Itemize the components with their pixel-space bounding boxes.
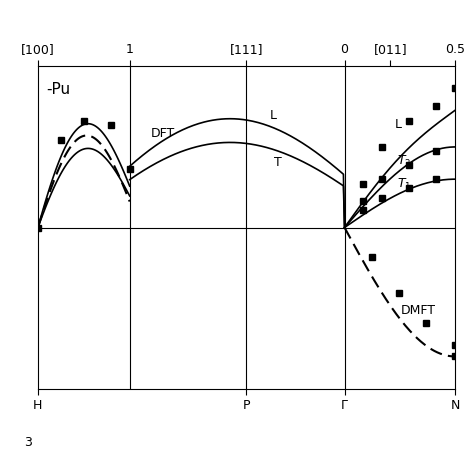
Text: DFT: DFT [151,127,175,140]
Text: L: L [270,109,277,122]
Text: DMFT: DMFT [401,304,436,317]
Text: L: L [394,118,401,131]
Text: 3: 3 [24,436,32,448]
Text: $T_2$: $T_2$ [397,154,411,169]
Text: T: T [274,156,282,169]
Text: -Pu: -Pu [46,82,70,98]
Text: $T_1$: $T_1$ [397,177,411,192]
